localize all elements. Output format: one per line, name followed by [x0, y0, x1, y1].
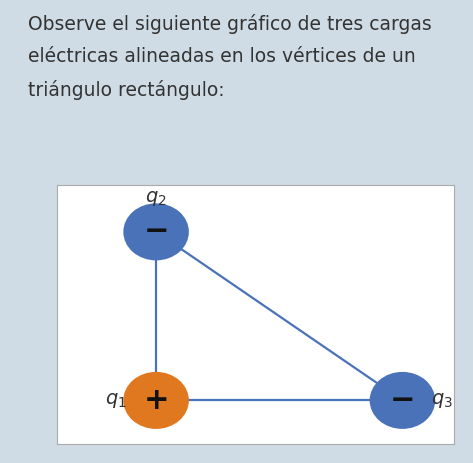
Text: $q_1$: $q_1$: [105, 391, 127, 410]
Text: +: +: [143, 386, 169, 415]
Ellipse shape: [123, 203, 189, 260]
Text: −: −: [143, 217, 169, 246]
Text: $q_2$: $q_2$: [145, 188, 167, 208]
Text: −: −: [390, 386, 415, 415]
Ellipse shape: [369, 372, 435, 429]
Ellipse shape: [123, 372, 189, 429]
Text: $q_3$: $q_3$: [431, 391, 453, 410]
Text: Observe el siguiente gráfico de tres cargas
eléctricas alineadas en los vértices: Observe el siguiente gráfico de tres car…: [28, 14, 431, 100]
